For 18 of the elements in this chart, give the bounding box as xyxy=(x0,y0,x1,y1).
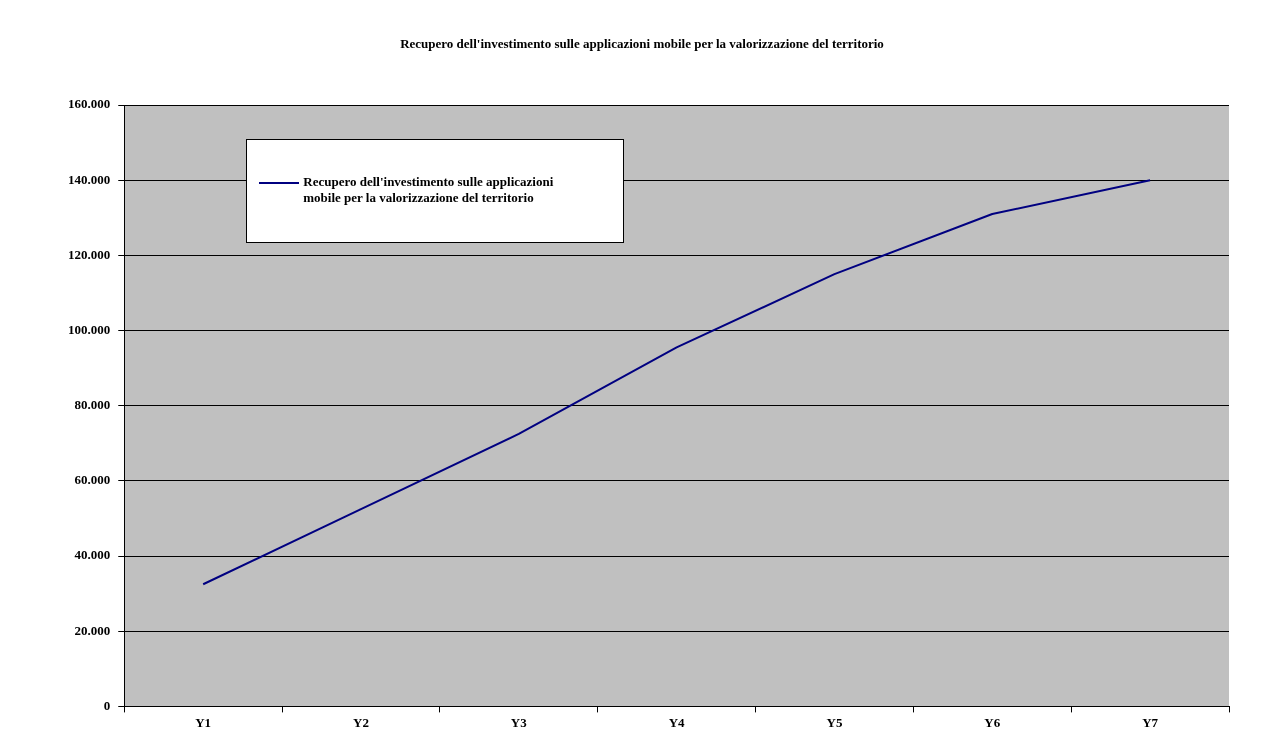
y-tick-label: 100.000 xyxy=(68,321,111,337)
y-tick-label: 120.000 xyxy=(68,246,111,262)
chart-title: Recupero dell'investimento sulle applicazioni mobile per la valorizzazione del territorio xyxy=(399,36,885,52)
y-tick-label: 20.000 xyxy=(74,622,111,638)
x-tick-label: Y2 xyxy=(353,714,369,730)
y-tick-label: 160.000 xyxy=(68,96,111,112)
x-tick-label: Y6 xyxy=(984,714,1001,730)
x-tick-label: Y4 xyxy=(668,714,686,730)
x-tick-label: Y3 xyxy=(510,714,528,730)
y-tick-label: 140.000 xyxy=(68,171,111,187)
y-tick-label: 0 xyxy=(103,697,111,713)
x-tick-label: Y5 xyxy=(826,714,843,730)
x-tick-label: Y7 xyxy=(1142,714,1159,730)
y-tick-label: 60.000 xyxy=(74,472,111,488)
y-tick-label: 80.000 xyxy=(74,397,111,413)
legend-label: Recupero dell'investimento sulle applicazioni mobile per la valorizzazione del territorio xyxy=(303,174,554,206)
y-tick-label: 40.000 xyxy=(74,547,111,563)
x-tick-label: Y1 xyxy=(195,714,212,730)
